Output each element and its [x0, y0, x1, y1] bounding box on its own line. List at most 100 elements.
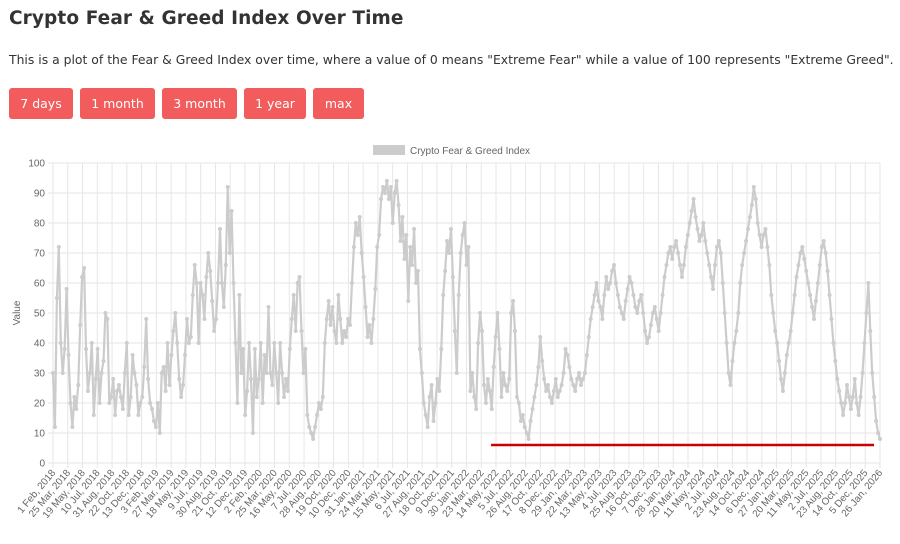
data-point [272, 341, 277, 345]
data-point [229, 209, 234, 213]
data-point [417, 347, 422, 351]
data-point [619, 311, 624, 315]
data-point [313, 425, 318, 429]
range-button-3-month[interactable]: 3 month [162, 88, 237, 119]
data-point [660, 293, 665, 297]
data-point [747, 215, 752, 219]
data-point [678, 263, 683, 267]
data-point [299, 329, 304, 333]
data-point [64, 287, 69, 291]
data-point [256, 377, 261, 381]
data-point [786, 341, 791, 345]
data-point [627, 275, 632, 279]
data-point [493, 335, 498, 339]
data-point [342, 329, 347, 333]
data-point [716, 239, 721, 243]
data-point [346, 317, 351, 321]
data-point [437, 389, 442, 393]
y-axis-title: Value [12, 300, 23, 325]
data-point [408, 245, 413, 249]
range-button-max[interactable]: max [313, 88, 364, 119]
data-point [712, 263, 717, 267]
legend-label: Crypto Fear & Greed Index [410, 146, 530, 157]
data-point [765, 245, 770, 249]
data-point [169, 353, 174, 357]
data-point [278, 341, 283, 345]
data-point [157, 431, 162, 435]
data-point [54, 296, 59, 300]
data-point [674, 239, 679, 243]
range-button-1-year[interactable]: 1 year [244, 88, 306, 119]
data-point [249, 377, 254, 381]
data-point [862, 341, 867, 345]
range-button-7-days[interactable]: 7 days [9, 88, 73, 119]
data-point [557, 389, 562, 393]
data-point [650, 311, 655, 315]
data-point [757, 233, 762, 237]
y-tick-label: 60 [34, 279, 46, 290]
data-point [105, 317, 110, 321]
data-point [355, 233, 360, 237]
data-point [274, 371, 279, 375]
data-point [534, 383, 539, 387]
data-point [623, 299, 628, 303]
data-point [841, 413, 846, 417]
data-point [518, 419, 523, 423]
data-point [76, 383, 81, 387]
data-point [658, 311, 663, 315]
data-point [443, 269, 448, 273]
data-point [474, 407, 479, 411]
data-point [656, 329, 661, 333]
data-point [751, 185, 756, 189]
data-point [177, 377, 182, 381]
data-point [695, 227, 700, 231]
data-point [439, 347, 444, 351]
data-point [464, 263, 469, 267]
data-point [56, 245, 61, 249]
page-description: This is a plot of the Fear & Greed Index… [9, 52, 894, 67]
data-point [728, 383, 733, 387]
data-point [868, 329, 873, 333]
data-point [450, 275, 455, 279]
y-tick-label: 100 [28, 159, 45, 170]
data-point [478, 311, 483, 315]
data-point [734, 329, 739, 333]
data-point [726, 371, 731, 375]
data-point [466, 245, 471, 249]
data-point [681, 263, 686, 267]
data-point [536, 365, 541, 369]
data-point [155, 401, 160, 405]
data-point [538, 335, 543, 339]
data-point [666, 251, 671, 255]
data-point [250, 431, 255, 435]
data-point [58, 341, 63, 345]
data-point [382, 191, 387, 195]
data-point [489, 407, 494, 411]
data-point [590, 305, 595, 309]
data-point [608, 281, 613, 285]
data-point [744, 239, 749, 243]
data-point [252, 347, 257, 351]
data-point [419, 371, 424, 375]
data-point [769, 293, 774, 297]
data-point [699, 233, 704, 237]
data-point [414, 281, 419, 285]
data-point [353, 221, 358, 225]
data-point [701, 221, 706, 225]
data-point [126, 413, 131, 417]
data-point [499, 395, 504, 399]
data-point [392, 191, 397, 195]
data-point [365, 335, 370, 339]
data-point [481, 383, 486, 387]
data-point [514, 395, 519, 399]
data-point [115, 389, 120, 393]
data-point [540, 359, 545, 363]
data-point [173, 311, 178, 315]
data-point [91, 413, 96, 417]
data-point [283, 377, 288, 381]
data-point [93, 377, 98, 381]
data-point [821, 239, 826, 243]
data-point [858, 395, 863, 399]
range-button-1-month[interactable]: 1 month [80, 88, 155, 119]
data-point [388, 185, 393, 189]
